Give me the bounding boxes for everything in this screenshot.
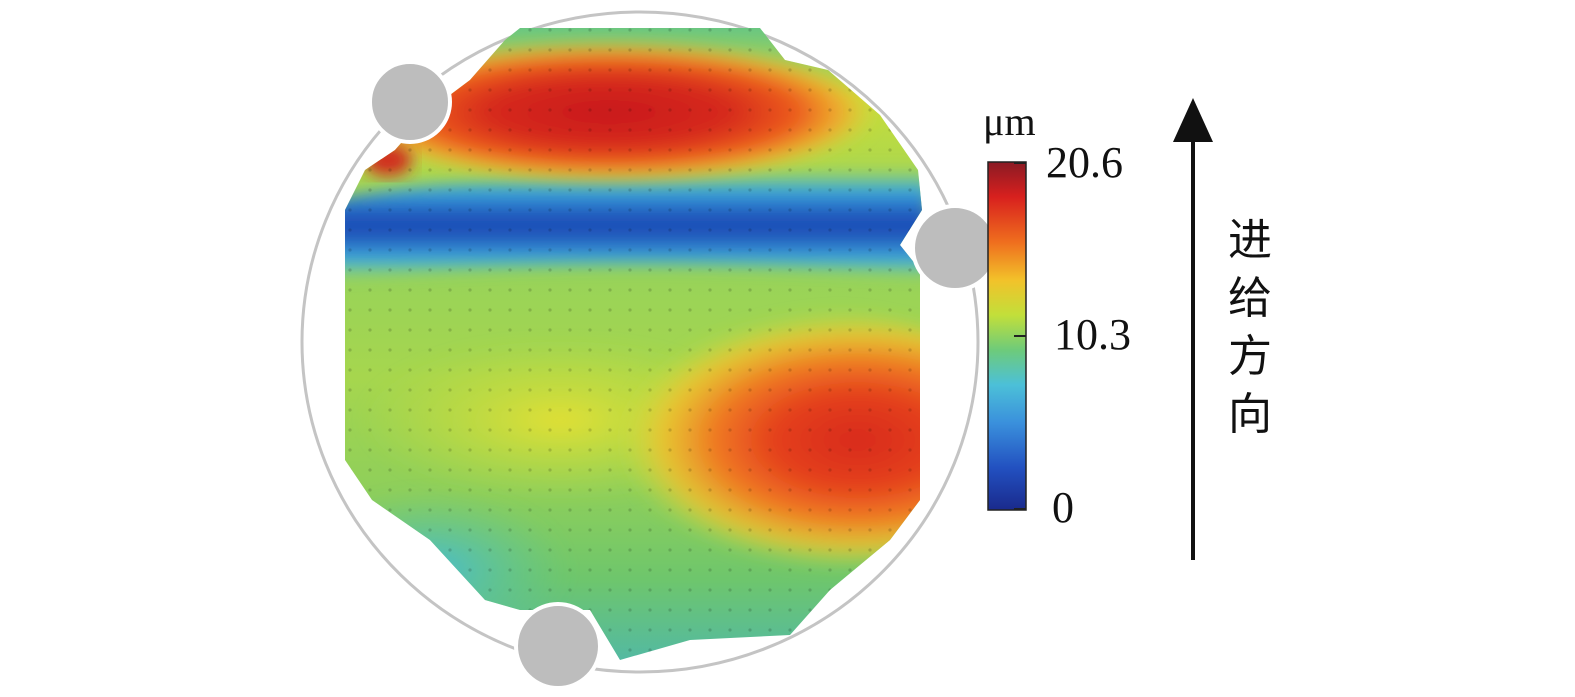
feed-direction-char-3: 方 bbox=[1228, 331, 1272, 382]
wafer-outline bbox=[300, 10, 980, 674]
feed-direction-label: 进 给 方 向 bbox=[1222, 212, 1278, 444]
clamp-top-left bbox=[368, 60, 452, 144]
colorbar-label-min: 0 bbox=[1052, 483, 1074, 532]
feed-direction-char-1: 进 bbox=[1228, 215, 1272, 266]
feed-direction-char-4: 向 bbox=[1228, 389, 1272, 440]
clamp-right bbox=[911, 204, 999, 292]
colorbar-unit-label: μm bbox=[983, 99, 1036, 144]
colorbar-label-max: 20.6 bbox=[1046, 138, 1123, 187]
feed-direction-char-2: 给 bbox=[1228, 273, 1272, 324]
colorbar-label-mid: 10.3 bbox=[1054, 310, 1131, 359]
feed-direction-arrow-head bbox=[1173, 98, 1213, 142]
clamp-bottom bbox=[514, 602, 602, 690]
